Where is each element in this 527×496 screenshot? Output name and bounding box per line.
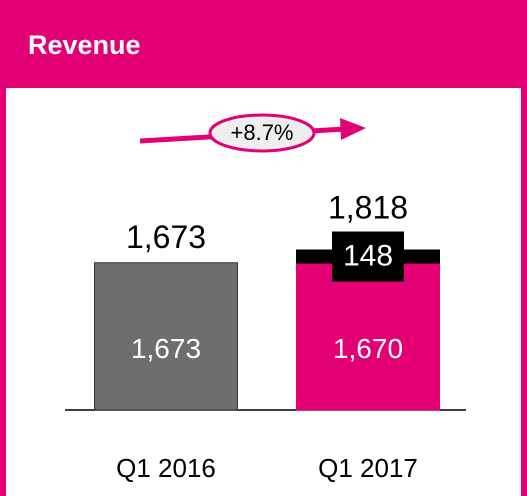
value-label: 1,673 — [131, 333, 201, 364]
value-label-box — [332, 231, 404, 282]
value-label: 1,670 — [333, 333, 403, 364]
right-border — [521, 88, 527, 496]
annotation-bubble — [208, 113, 316, 153]
x-tick-label: Q1 2017 — [318, 453, 418, 483]
annotation: +8.7% — [231, 120, 294, 145]
bar-segment — [296, 262, 440, 411]
chart-title: Revenue — [28, 30, 141, 60]
arrow-head — [340, 118, 366, 140]
x-tick-label: Q1 2016 — [116, 453, 216, 483]
header — [0, 0, 527, 88]
value-label: 148 — [343, 239, 393, 272]
total-label: 1,673 — [126, 219, 206, 255]
left-border — [0, 88, 6, 496]
bar-segment — [94, 262, 238, 411]
total-label: 1,818 — [328, 189, 408, 225]
